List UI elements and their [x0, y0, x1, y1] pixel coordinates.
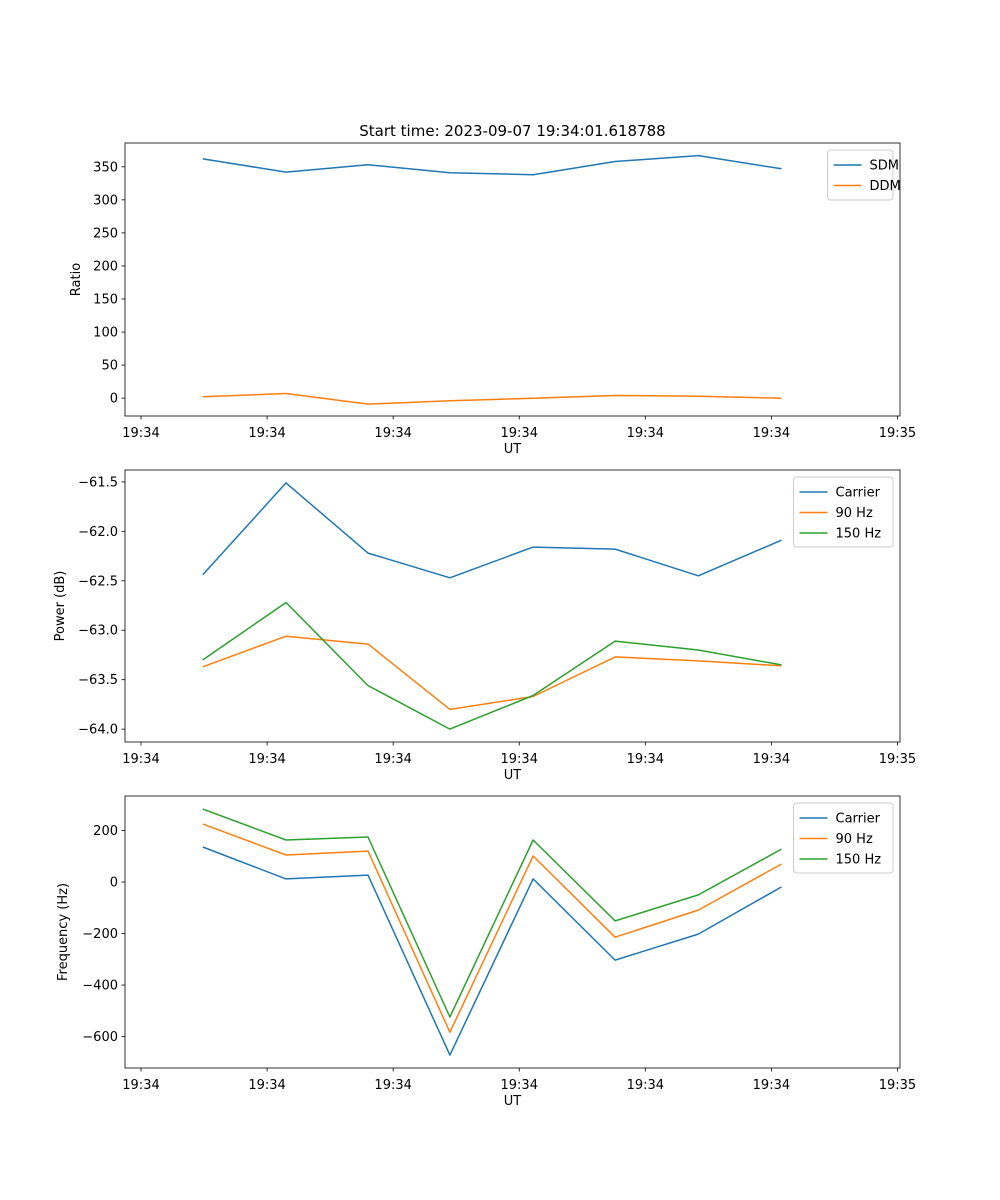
series-line-150-hz — [202, 601, 782, 730]
series-line-90-hz — [202, 823, 782, 1033]
x-tick-label: 19:34 — [122, 426, 159, 441]
y-tick-label: 300 — [93, 193, 118, 208]
y-tick-label: 150 — [93, 293, 118, 308]
y-tick-label: 200 — [93, 824, 118, 839]
x-tick-label: 19:34 — [122, 752, 159, 767]
y-tick-label: −63.5 — [78, 673, 118, 688]
y-axis-label: Power (dB) — [53, 571, 68, 642]
y-tick-label: −64.0 — [78, 723, 118, 738]
axes-frame — [124, 142, 901, 417]
legend-label: 90 Hz — [836, 832, 873, 847]
y-tick-label: −61.5 — [78, 475, 118, 490]
series-line-150-hz — [202, 808, 782, 1018]
x-tick-label: 19:34 — [501, 426, 538, 441]
axes-frame — [124, 469, 901, 743]
y-tick-label: 350 — [93, 160, 118, 175]
y-tick-label: −62.5 — [78, 574, 118, 589]
x-tick-label: 19:34 — [374, 426, 411, 441]
subplot-3: 19:34 19:34 19:34 19:34 19:34 19:34 19:35 −600 −… — [56, 795, 916, 1109]
y-tick-label: 250 — [93, 226, 118, 241]
y-tick-label: 50 — [101, 359, 118, 374]
x-tick-label: 19:34 — [627, 426, 664, 441]
legend: SDM DDM — [827, 149, 901, 201]
legend: Carrier 90 Hz 150 Hz — [793, 476, 894, 548]
legend: Carrier 90 Hz 150 Hz — [793, 802, 894, 874]
x-tick-label: 19:34 — [627, 752, 664, 767]
y-tick-label: −63.0 — [78, 624, 118, 639]
x-tick-label: 19:34 — [122, 1078, 159, 1093]
x-tick-label: 19:34 — [753, 752, 790, 767]
y-tick-label: 200 — [93, 259, 118, 274]
subplot-1: 19:34 19:34 19:34 19:34 19:34 19:34 19:35 0 50 10… — [69, 122, 916, 457]
x-axis-label: UT — [504, 1094, 522, 1109]
x-tick-label: 19:34 — [753, 1078, 790, 1093]
series-line-sdm — [202, 154, 782, 176]
legend-label: 150 Hz — [836, 853, 882, 868]
legend-frame — [793, 476, 894, 548]
y-tick-label: −400 — [82, 979, 118, 994]
y-axis-label: Ratio — [69, 263, 84, 296]
legend-label: 150 Hz — [836, 527, 882, 542]
y-tick-label: 100 — [93, 326, 118, 341]
x-tick-label: 19:34 — [248, 752, 285, 767]
x-tick-label: 19:34 — [374, 752, 411, 767]
y-tick-label: −62.0 — [78, 525, 118, 540]
x-tick-label: 19:34 — [248, 1078, 285, 1093]
x-axis-label: UT — [504, 768, 522, 783]
x-axis-label: UT — [504, 442, 522, 457]
legend-frame — [827, 149, 894, 201]
x-tick-label: 19:34 — [501, 752, 538, 767]
series-line-carrier — [202, 846, 782, 1056]
series-line-carrier — [202, 482, 782, 579]
series-line-ddm — [202, 392, 782, 405]
x-tick-label: 19:35 — [879, 426, 916, 441]
y-tick-label: 0 — [110, 392, 118, 407]
y-tick-label: 0 — [110, 876, 118, 891]
chart-title: Start time: 2023-09-07 19:34:01.618788 — [359, 122, 665, 140]
x-tick-label: 19:34 — [753, 426, 790, 441]
x-tick-label: 19:35 — [879, 752, 916, 767]
y-tick-label: −600 — [82, 1030, 118, 1045]
legend-frame — [793, 802, 894, 874]
legend-label: Carrier — [836, 486, 881, 501]
x-tick-label: 19:34 — [248, 426, 285, 441]
y-tick-label: −200 — [82, 927, 118, 942]
axes-frame — [124, 795, 901, 1069]
legend-label: DDM — [870, 179, 901, 194]
x-tick-label: 19:34 — [627, 1078, 664, 1093]
legend-label: 90 Hz — [836, 506, 873, 521]
x-tick-label: 19:35 — [879, 1078, 916, 1093]
legend-label: Carrier — [836, 812, 881, 827]
series-line-90-hz — [202, 635, 782, 711]
legend-label: SDM — [870, 159, 899, 174]
x-tick-label: 19:34 — [501, 1078, 538, 1093]
subplot-2: 19:34 19:34 19:34 19:34 19:34 19:34 19:35 −64.0… — [53, 469, 916, 783]
x-tick-label: 19:34 — [374, 1078, 411, 1093]
y-axis-label: Frequency (Hz) — [56, 883, 71, 981]
